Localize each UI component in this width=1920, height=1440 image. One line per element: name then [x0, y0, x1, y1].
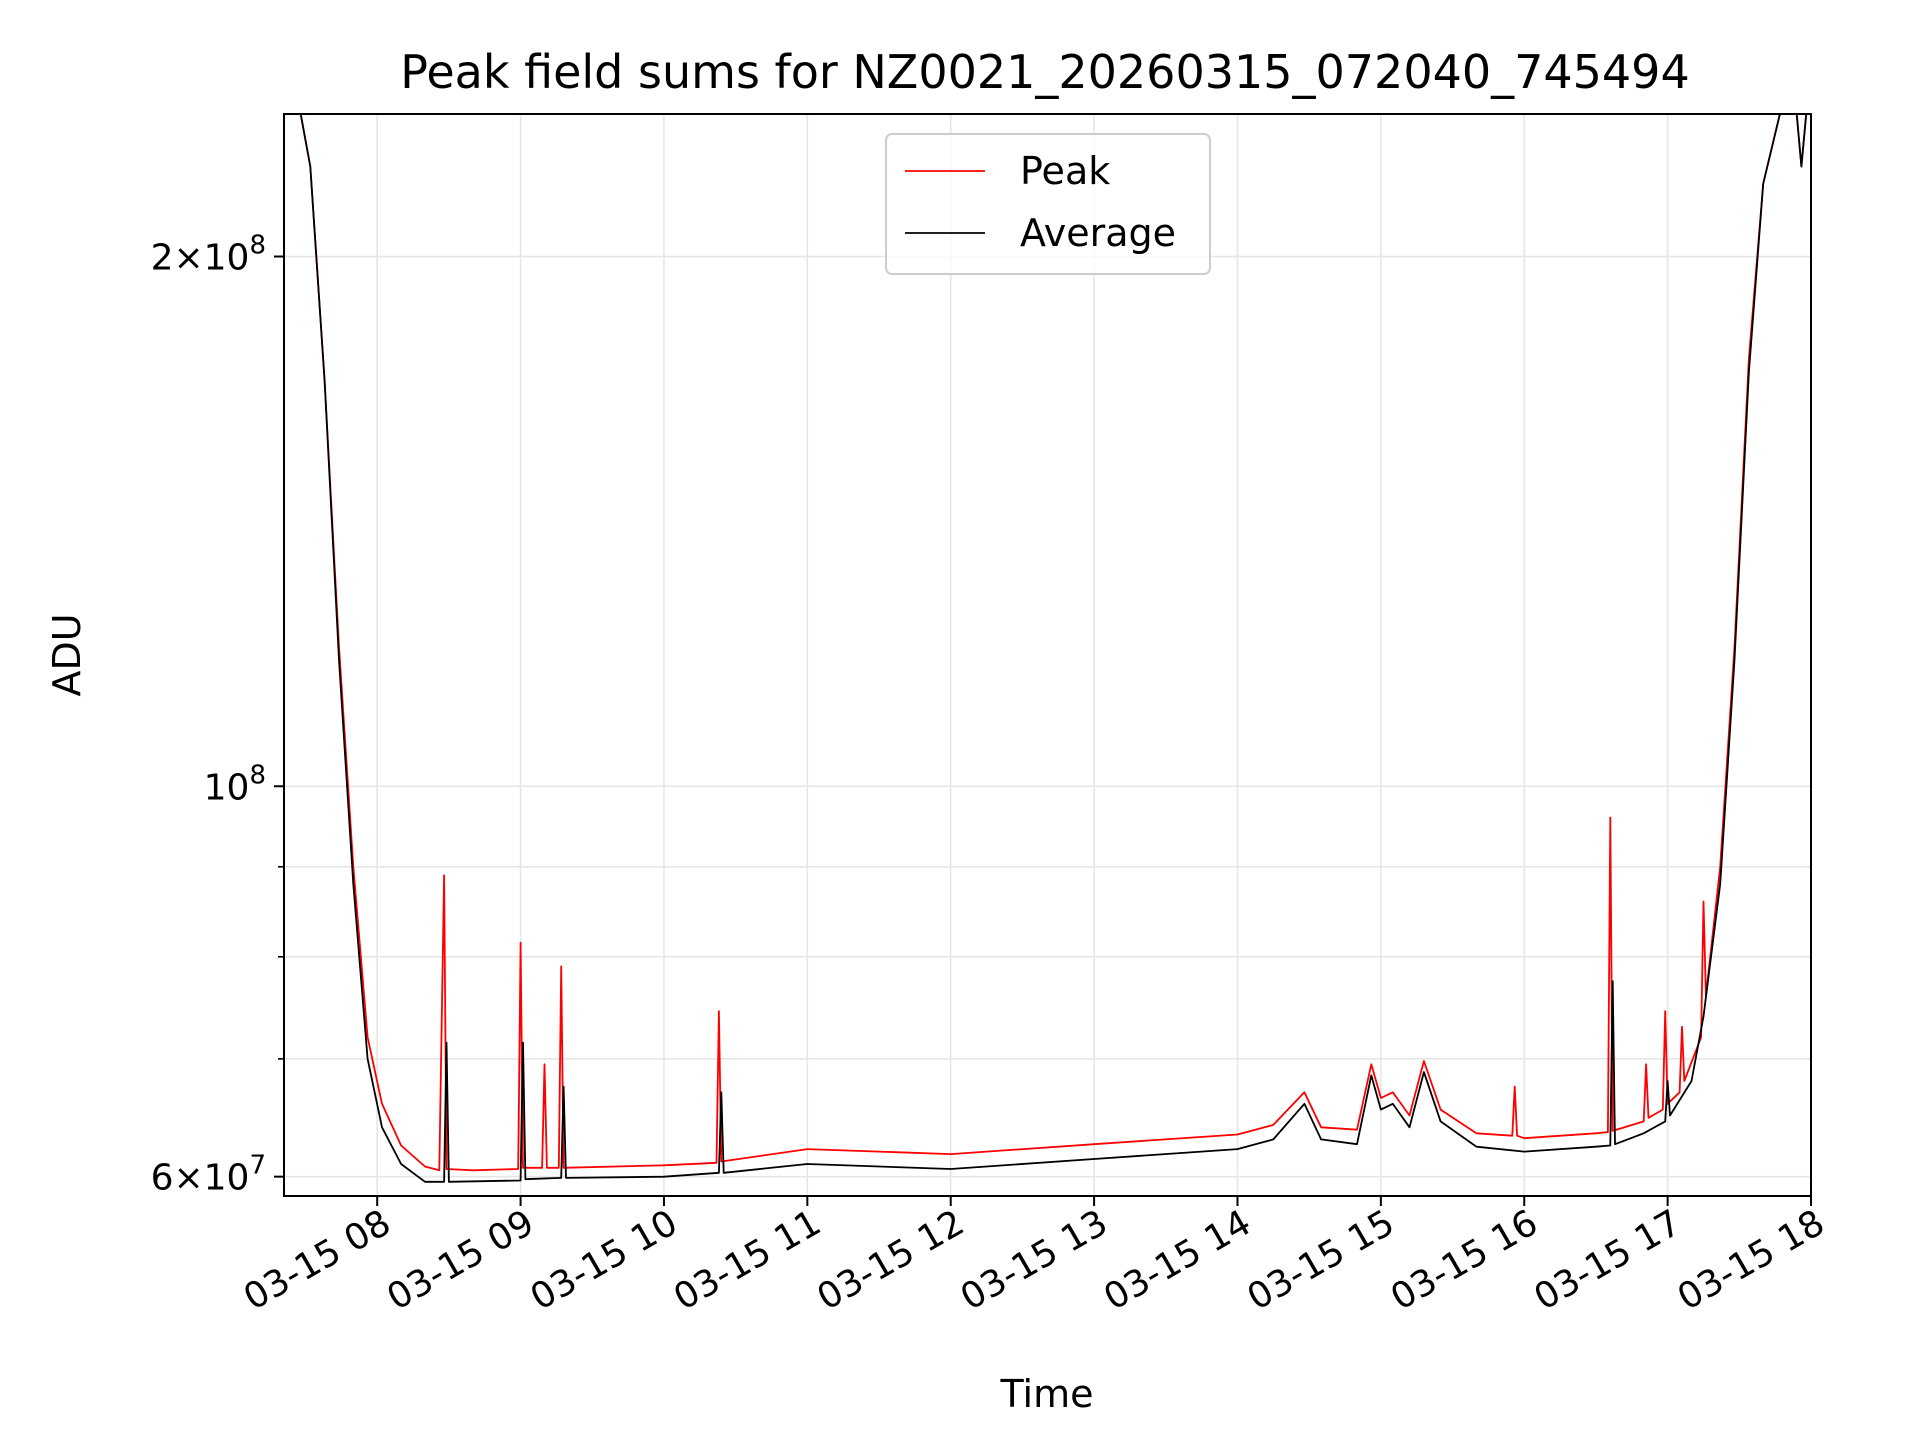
y-tick-label: 108 [204, 760, 266, 808]
legend: Peak Average [885, 133, 1211, 275]
y-tick-label: 6×107 [151, 1151, 266, 1199]
y-tick-base: 2×10 [151, 238, 250, 279]
chart-title: Peak field sums for NZ0021_20260315_0720… [400, 45, 1689, 99]
y-tick-base: 10 [204, 767, 250, 808]
y-tick-exponent: 7 [249, 1151, 266, 1181]
legend-average-label: Average [1020, 211, 1176, 255]
plot-area [284, 114, 1811, 1183]
y-tick-exponent: 8 [249, 760, 266, 790]
series-layer [284, 114, 1811, 1183]
y-axis-label: ADU [45, 613, 89, 696]
y-tick-exponent: 8 [249, 231, 266, 261]
y-tick-base: 6×10 [151, 1158, 250, 1199]
series-line-average [284, 114, 1811, 1183]
legend-peak-label: Peak [1020, 149, 1110, 193]
legend-frame [885, 133, 1211, 275]
y-tick-label: 2×108 [151, 231, 266, 279]
x-axis-label: Time [1000, 1372, 1094, 1416]
plot-frame [283, 113, 1812, 1197]
